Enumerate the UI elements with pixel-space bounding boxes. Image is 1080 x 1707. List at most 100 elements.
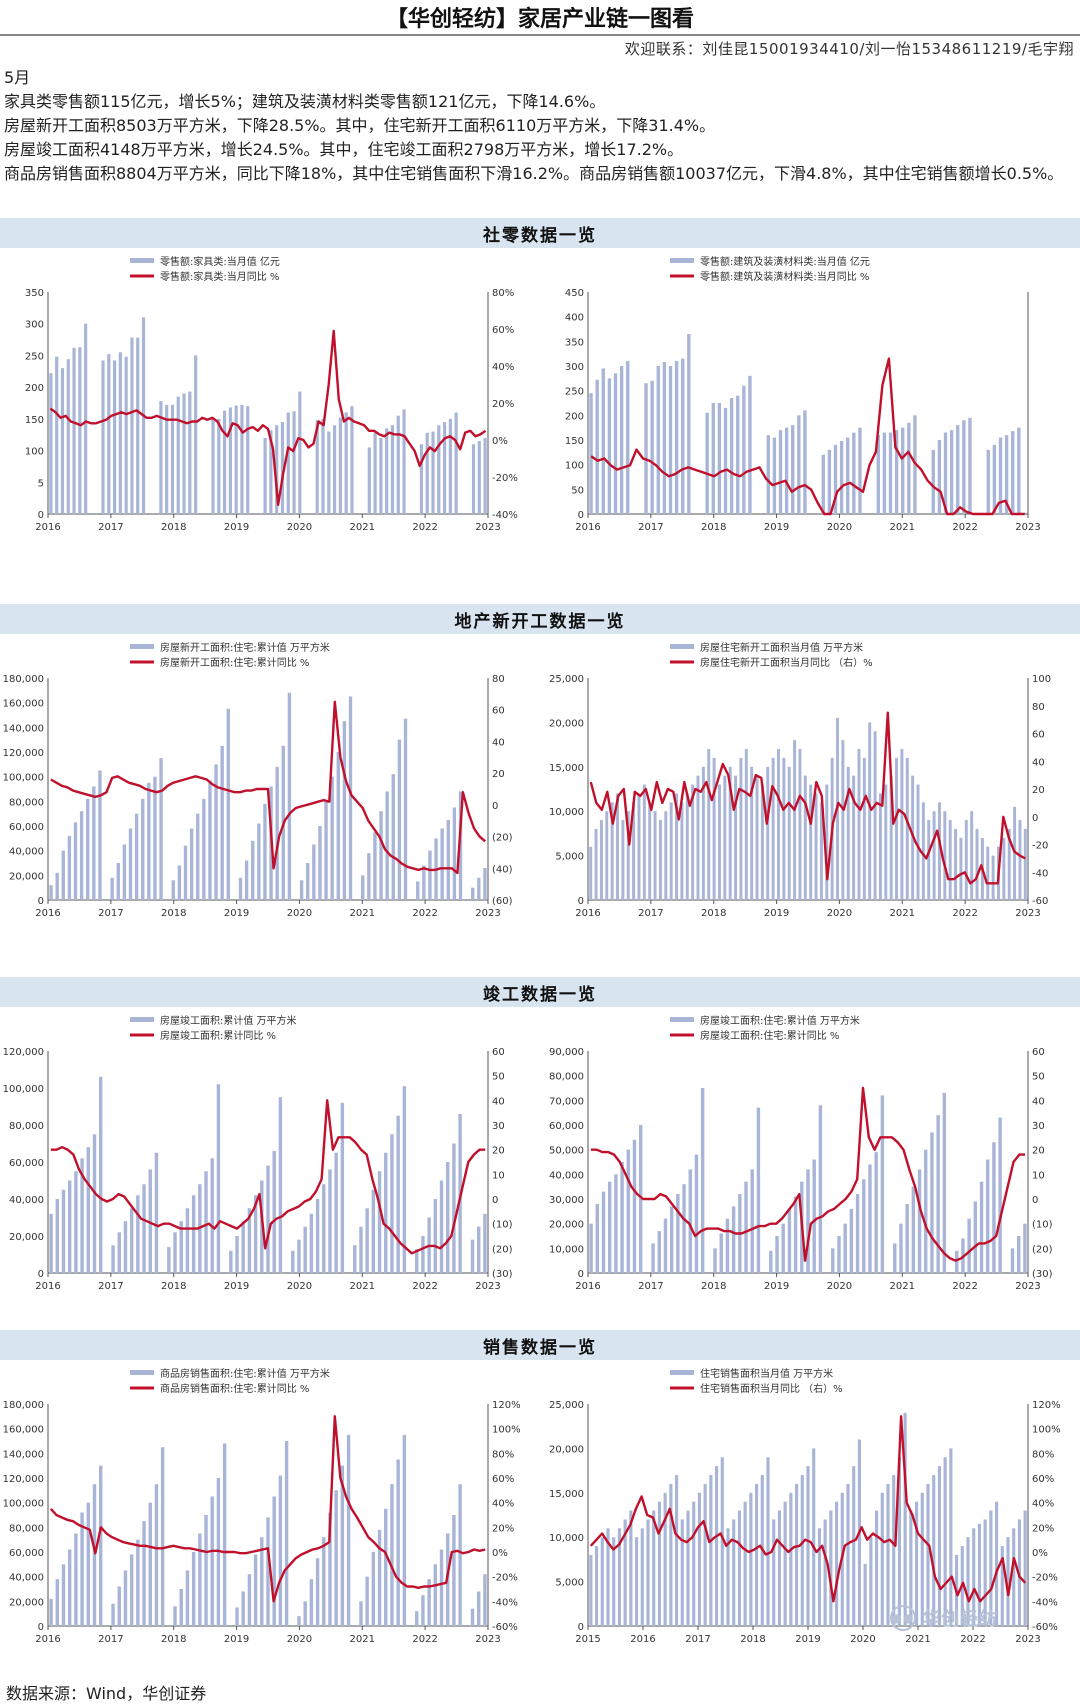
- x-tick-label: 2016: [35, 908, 60, 919]
- bar: [210, 1158, 214, 1273]
- bar: [1004, 435, 1009, 514]
- bar: [594, 828, 598, 900]
- legend-line-label: 零售额:家具类:当月同比 %: [160, 270, 279, 283]
- bar: [1012, 1528, 1016, 1626]
- y-tick-right: -20%: [1032, 1573, 1058, 1584]
- bar: [686, 1510, 690, 1626]
- bar: [344, 412, 348, 514]
- bar: [610, 802, 614, 900]
- bar: [809, 784, 813, 900]
- bar: [1017, 1236, 1021, 1273]
- bar: [884, 784, 888, 900]
- bar: [330, 776, 334, 900]
- bar: [74, 1533, 78, 1626]
- bar: [257, 823, 261, 900]
- x-tick-label: 2020: [827, 522, 852, 533]
- y-tick-left: 10,000: [549, 1244, 584, 1255]
- y-tick-left: 250: [565, 387, 584, 398]
- bar: [793, 1196, 798, 1273]
- bar: [142, 1521, 146, 1626]
- bar: [185, 1570, 190, 1626]
- bar: [800, 1475, 804, 1626]
- legend-bar-label: 房屋竣工面积:累计值 万平方米: [160, 1014, 297, 1027]
- y-tick-left: 300: [25, 320, 44, 331]
- y-tick-right: 60: [1032, 730, 1045, 741]
- bar: [332, 425, 337, 514]
- bar: [458, 1484, 462, 1626]
- y-tick-left: 80,000: [9, 1121, 44, 1132]
- bar: [601, 1191, 606, 1273]
- bar: [650, 380, 654, 514]
- bar: [806, 1466, 810, 1626]
- x-tick-label: 2020: [827, 908, 852, 919]
- bar: [49, 885, 53, 900]
- bar: [911, 1186, 916, 1273]
- bar: [415, 1248, 419, 1273]
- bar: [992, 444, 997, 514]
- y-tick-left: 350: [25, 288, 44, 299]
- bar: [742, 385, 746, 514]
- bar: [949, 1448, 953, 1626]
- bar: [855, 1194, 860, 1273]
- bar: [669, 1483, 673, 1626]
- x-tick-label: 2015: [575, 1634, 600, 1645]
- bar: [49, 1213, 53, 1273]
- bar: [743, 1501, 747, 1626]
- bar: [915, 1501, 919, 1626]
- bar: [975, 828, 979, 900]
- y-tick-right: 40: [492, 737, 505, 748]
- bar: [878, 793, 882, 900]
- bar: [755, 775, 759, 900]
- bar: [620, 1162, 624, 1273]
- bar: [656, 366, 660, 514]
- bar: [589, 1554, 593, 1626]
- bar: [235, 1607, 239, 1626]
- bar: [297, 1616, 301, 1626]
- bar: [931, 449, 935, 514]
- x-tick-label: 2022: [952, 1281, 977, 1292]
- legend-bar-swatch: [670, 644, 694, 649]
- bar: [148, 1169, 152, 1273]
- x-tick-label: 2017: [98, 522, 123, 533]
- series-line: [590, 357, 1025, 516]
- bar: [210, 1496, 214, 1626]
- y-tick-right: 40: [1032, 1096, 1045, 1107]
- bar: [819, 802, 823, 900]
- bar: [927, 820, 931, 900]
- y-tick-right: -60%: [1032, 1622, 1058, 1633]
- y-tick-right: 120%: [492, 1400, 521, 1411]
- y-tick-right: (20): [1032, 1244, 1053, 1255]
- bar: [154, 1484, 159, 1626]
- bar: [623, 1519, 627, 1626]
- y-tick-left: 25,000: [549, 674, 584, 685]
- bar: [92, 786, 96, 900]
- bar: [84, 323, 88, 514]
- bar: [948, 820, 952, 900]
- bar: [966, 1537, 970, 1626]
- bar: [778, 430, 783, 514]
- y-tick-left: 300: [565, 362, 584, 373]
- bar: [198, 1533, 202, 1626]
- bar: [1007, 828, 1011, 900]
- bar: [837, 1236, 841, 1273]
- bar: [862, 1179, 866, 1273]
- wechat-icon: ●●: [890, 1605, 916, 1631]
- bar: [440, 828, 444, 900]
- bar: [932, 811, 936, 900]
- bar: [817, 1528, 821, 1626]
- y-tick-left: 140,000: [3, 1449, 44, 1460]
- bar: [477, 1591, 481, 1626]
- bar: [943, 811, 947, 900]
- bar: [61, 1189, 66, 1273]
- bar: [202, 798, 206, 900]
- y-tick-right: 60: [1032, 1047, 1045, 1058]
- x-tick-label: 2019: [224, 522, 249, 533]
- bar: [350, 406, 354, 514]
- bar: [720, 1457, 724, 1626]
- bar: [73, 822, 78, 900]
- contact-line: 欢迎联系：刘佳昆15001934410/刘一怡15348611219/毛宇翔: [624, 40, 1074, 58]
- bar: [616, 793, 619, 900]
- bar: [849, 1208, 854, 1273]
